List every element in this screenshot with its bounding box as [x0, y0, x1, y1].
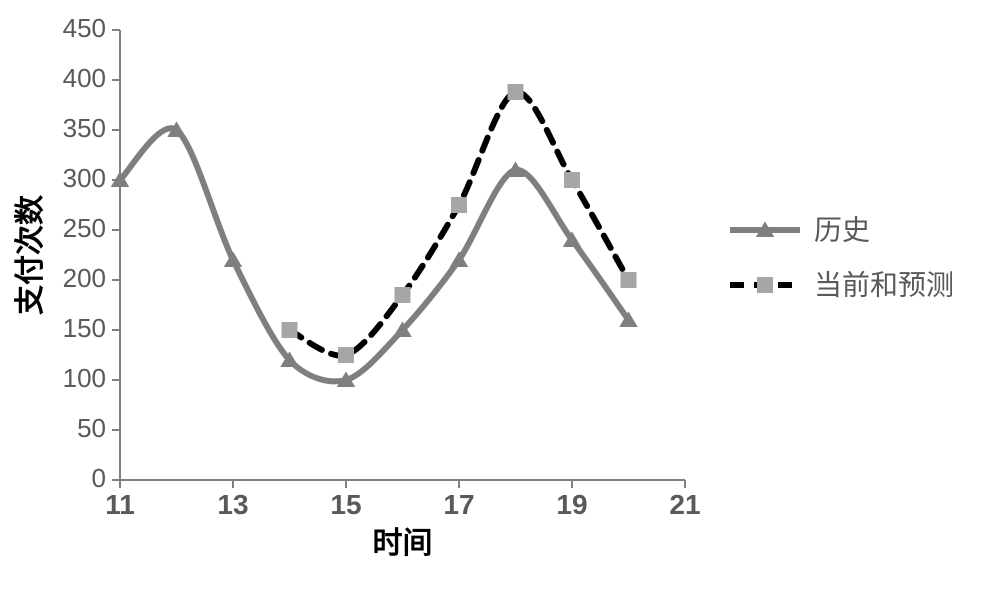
- legend-label: 当前和预测: [814, 269, 954, 300]
- series-1: [282, 84, 637, 363]
- square-marker: [508, 84, 524, 100]
- axes: [120, 30, 685, 480]
- chart-container: 0 50 100 150 200 250 300 350 400 450 11 13 15 17 19 21 支…: [0, 0, 1000, 593]
- x-axis-title: 时间: [373, 527, 433, 560]
- x-tick-label: 19: [556, 489, 587, 520]
- y-axis-title: 支付次数: [14, 194, 47, 315]
- square-marker: [621, 272, 637, 288]
- x-tick-label: 21: [669, 489, 700, 520]
- square-marker: [757, 277, 773, 293]
- square-marker: [338, 347, 354, 363]
- x-tick-label: 15: [330, 489, 361, 520]
- series-line: [120, 128, 629, 381]
- square-marker: [395, 287, 411, 303]
- triangle-marker: [224, 251, 242, 267]
- x-tick-label: 13: [217, 489, 248, 520]
- x-tick-label: 11: [105, 489, 135, 520]
- legend-label: 历史: [814, 214, 870, 245]
- series-line: [290, 92, 629, 356]
- line-chart: 0 50 100 150 200 250 300 350 400 450 11 13 15 17 19 21 支…: [0, 0, 1000, 593]
- y-tick-label: 400: [63, 63, 106, 93]
- y-tick-label: 450: [63, 13, 106, 43]
- y-tick-label: 100: [63, 363, 106, 393]
- y-tick-label: 150: [63, 313, 106, 343]
- y-tick-label: 350: [63, 113, 106, 143]
- y-tick-label: 50: [77, 413, 106, 443]
- square-marker: [282, 322, 298, 338]
- y-tick-label: 300: [63, 163, 106, 193]
- y-tick-label: 0: [92, 463, 106, 493]
- y-tick-label: 250: [63, 213, 106, 243]
- y-tick-label: 200: [63, 263, 106, 293]
- square-marker: [564, 172, 580, 188]
- square-marker: [451, 197, 467, 213]
- legend-item: 历史: [730, 214, 870, 245]
- x-tick-label: 17: [443, 489, 474, 520]
- legend-item: 当前和预测: [730, 269, 954, 300]
